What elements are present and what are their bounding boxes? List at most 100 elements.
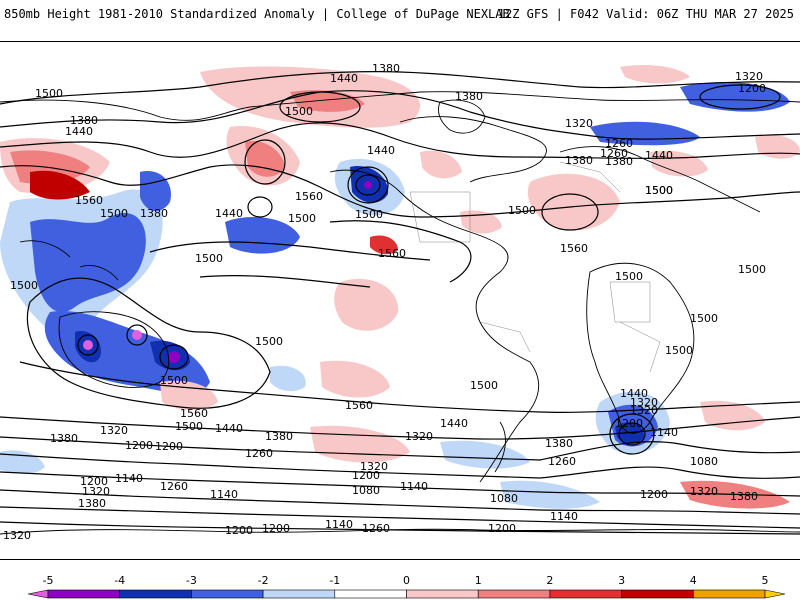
coastlines xyxy=(0,91,800,535)
contour-label: 1320 xyxy=(630,396,658,409)
contour-labels: 1380 1440 1500 1320 1200 1260 1380 1440 … xyxy=(3,62,766,542)
colorbar-tick-label: 1 xyxy=(475,574,482,587)
contour-label: 1080 xyxy=(352,484,380,497)
contour-label: 1260 xyxy=(600,147,628,160)
colorbar-segment xyxy=(191,589,264,599)
contour-label: 1440 xyxy=(65,125,93,138)
contour-label: 1260 xyxy=(245,447,273,460)
contour-label: 1380 xyxy=(565,154,593,167)
colorbar-segment xyxy=(262,589,336,599)
contour-label: 1380 xyxy=(372,62,400,75)
colorbar-max-arrow xyxy=(764,589,786,599)
contour-label: 1500 xyxy=(175,420,203,433)
colorbar-segment xyxy=(119,589,192,599)
colorbar-segment xyxy=(549,589,622,599)
contour-label: 1440 xyxy=(215,207,243,220)
contour-label: 1500 xyxy=(255,335,283,348)
model-run-info: 12Z GFS | F042 Valid: 06Z THU MAR 27 202… xyxy=(497,7,794,21)
colorbar-tick-label: 3 xyxy=(618,574,625,587)
colorbar-segment xyxy=(406,589,479,599)
anomaly-colorbar: -5 -4 -3 -2 -1 0 1 2 3 4 5 xyxy=(0,560,800,600)
contour-label: 1440 xyxy=(645,149,673,162)
contour-label: 1500 xyxy=(615,270,643,283)
colorbar-tick-label: -4 xyxy=(114,574,125,587)
contour-label: 1500 xyxy=(508,204,536,217)
contour-label: 1380 xyxy=(265,430,293,443)
contour-label: 1380 xyxy=(70,114,98,127)
contour-label: 1200 xyxy=(225,524,253,537)
contour-label: 1500 xyxy=(160,374,188,387)
contour-label: 1500 xyxy=(285,105,313,118)
political-borders xyxy=(409,161,661,373)
colorbar-segments xyxy=(27,589,786,599)
contour-label: 1200 xyxy=(80,475,108,488)
contour-label: 1320 xyxy=(3,529,31,542)
colorbar-tick-label: -5 xyxy=(43,574,54,587)
contour-label: 1320 xyxy=(735,70,763,83)
colorbar-tick-label: 0 xyxy=(403,574,410,587)
colorbar-tick-label: 2 xyxy=(546,574,553,587)
contour-label: 1320 xyxy=(565,117,593,130)
contour-label: 1560 xyxy=(180,407,208,420)
contour-label: 1320 xyxy=(360,460,388,473)
contour-label: 1200 xyxy=(155,440,183,453)
colorbar-segment xyxy=(334,589,407,599)
contour-label: 1380 xyxy=(78,497,106,510)
contour-label: 1500 xyxy=(645,184,673,197)
contour-label: 1140 xyxy=(325,518,353,531)
contour-label: 1200 xyxy=(352,469,380,482)
contour-label: 1320 xyxy=(82,485,110,498)
map-panel[interactable]: 1380 1440 1500 1320 1200 1260 1380 1440 … xyxy=(0,41,800,560)
contour-label: 1380 xyxy=(50,432,78,445)
contour-label: 1320 xyxy=(690,485,718,498)
contour-label: 1140 xyxy=(115,472,143,485)
contour-label: 1200 xyxy=(262,522,290,535)
contour-label: 1500 xyxy=(470,379,498,392)
colorbar-tick-label: 5 xyxy=(762,574,769,587)
contour-label: 1200 xyxy=(488,522,516,535)
contour-label: 1140 xyxy=(650,426,678,439)
contour-label: 1260 xyxy=(362,522,390,535)
contour-label: 1320 xyxy=(630,404,658,417)
colorbar-tick-label: -3 xyxy=(186,574,197,587)
colorbar-tick-label: 4 xyxy=(690,574,697,587)
contour-label: 1260 xyxy=(548,455,576,468)
contour-label: 1500 xyxy=(355,208,383,221)
contour-label: 1500 xyxy=(645,184,673,197)
contour-label: 1500 xyxy=(288,212,316,225)
contour-label: 1200 xyxy=(615,417,643,430)
contour-label: 1380 xyxy=(605,155,633,168)
colorbar-tick-label: -2 xyxy=(258,574,269,587)
contour-label: 1320 xyxy=(405,430,433,443)
contour-label: 1080 xyxy=(690,455,718,468)
contour-label: 1440 xyxy=(330,72,358,85)
contour-label: 1320 xyxy=(100,424,128,437)
contour-label: 1500 xyxy=(100,207,128,220)
contour-label: 1200 xyxy=(125,439,153,452)
contour-label: 1260 xyxy=(605,137,633,150)
colorbar-tick-label: -1 xyxy=(329,574,340,587)
contour-label: 1560 xyxy=(378,247,406,260)
contour-label: 1560 xyxy=(560,242,588,255)
contour-label: 1560 xyxy=(295,190,323,203)
contour-label: 1500 xyxy=(738,263,766,276)
map-title: 850mb Height 1981-2010 Standardized Anom… xyxy=(4,7,510,21)
contour-label: 1380 xyxy=(730,490,758,503)
contour-label: 1380 xyxy=(140,207,168,220)
contour-label: 1440 xyxy=(440,417,468,430)
contour-label: 1200 xyxy=(738,82,766,95)
contour-label: 1560 xyxy=(75,194,103,207)
colorbar-ticks: -5 -4 -3 -2 -1 0 1 2 3 4 5 xyxy=(43,574,769,587)
height-contours xyxy=(0,71,800,535)
contour-label: 1200 xyxy=(640,488,668,501)
contour-label: 1500 xyxy=(195,252,223,265)
colorbar-segment xyxy=(621,589,694,599)
contour-label: 1440 xyxy=(367,144,395,157)
contour-label: 1560 xyxy=(345,399,373,412)
contour-label: 1440 xyxy=(215,422,243,435)
contour-label: 1500 xyxy=(35,87,63,100)
colorbar-segment xyxy=(47,589,120,599)
contour-label: 1140 xyxy=(210,488,238,501)
colorbar-min-arrow xyxy=(27,589,49,599)
contour-label: 1440 xyxy=(620,387,648,400)
